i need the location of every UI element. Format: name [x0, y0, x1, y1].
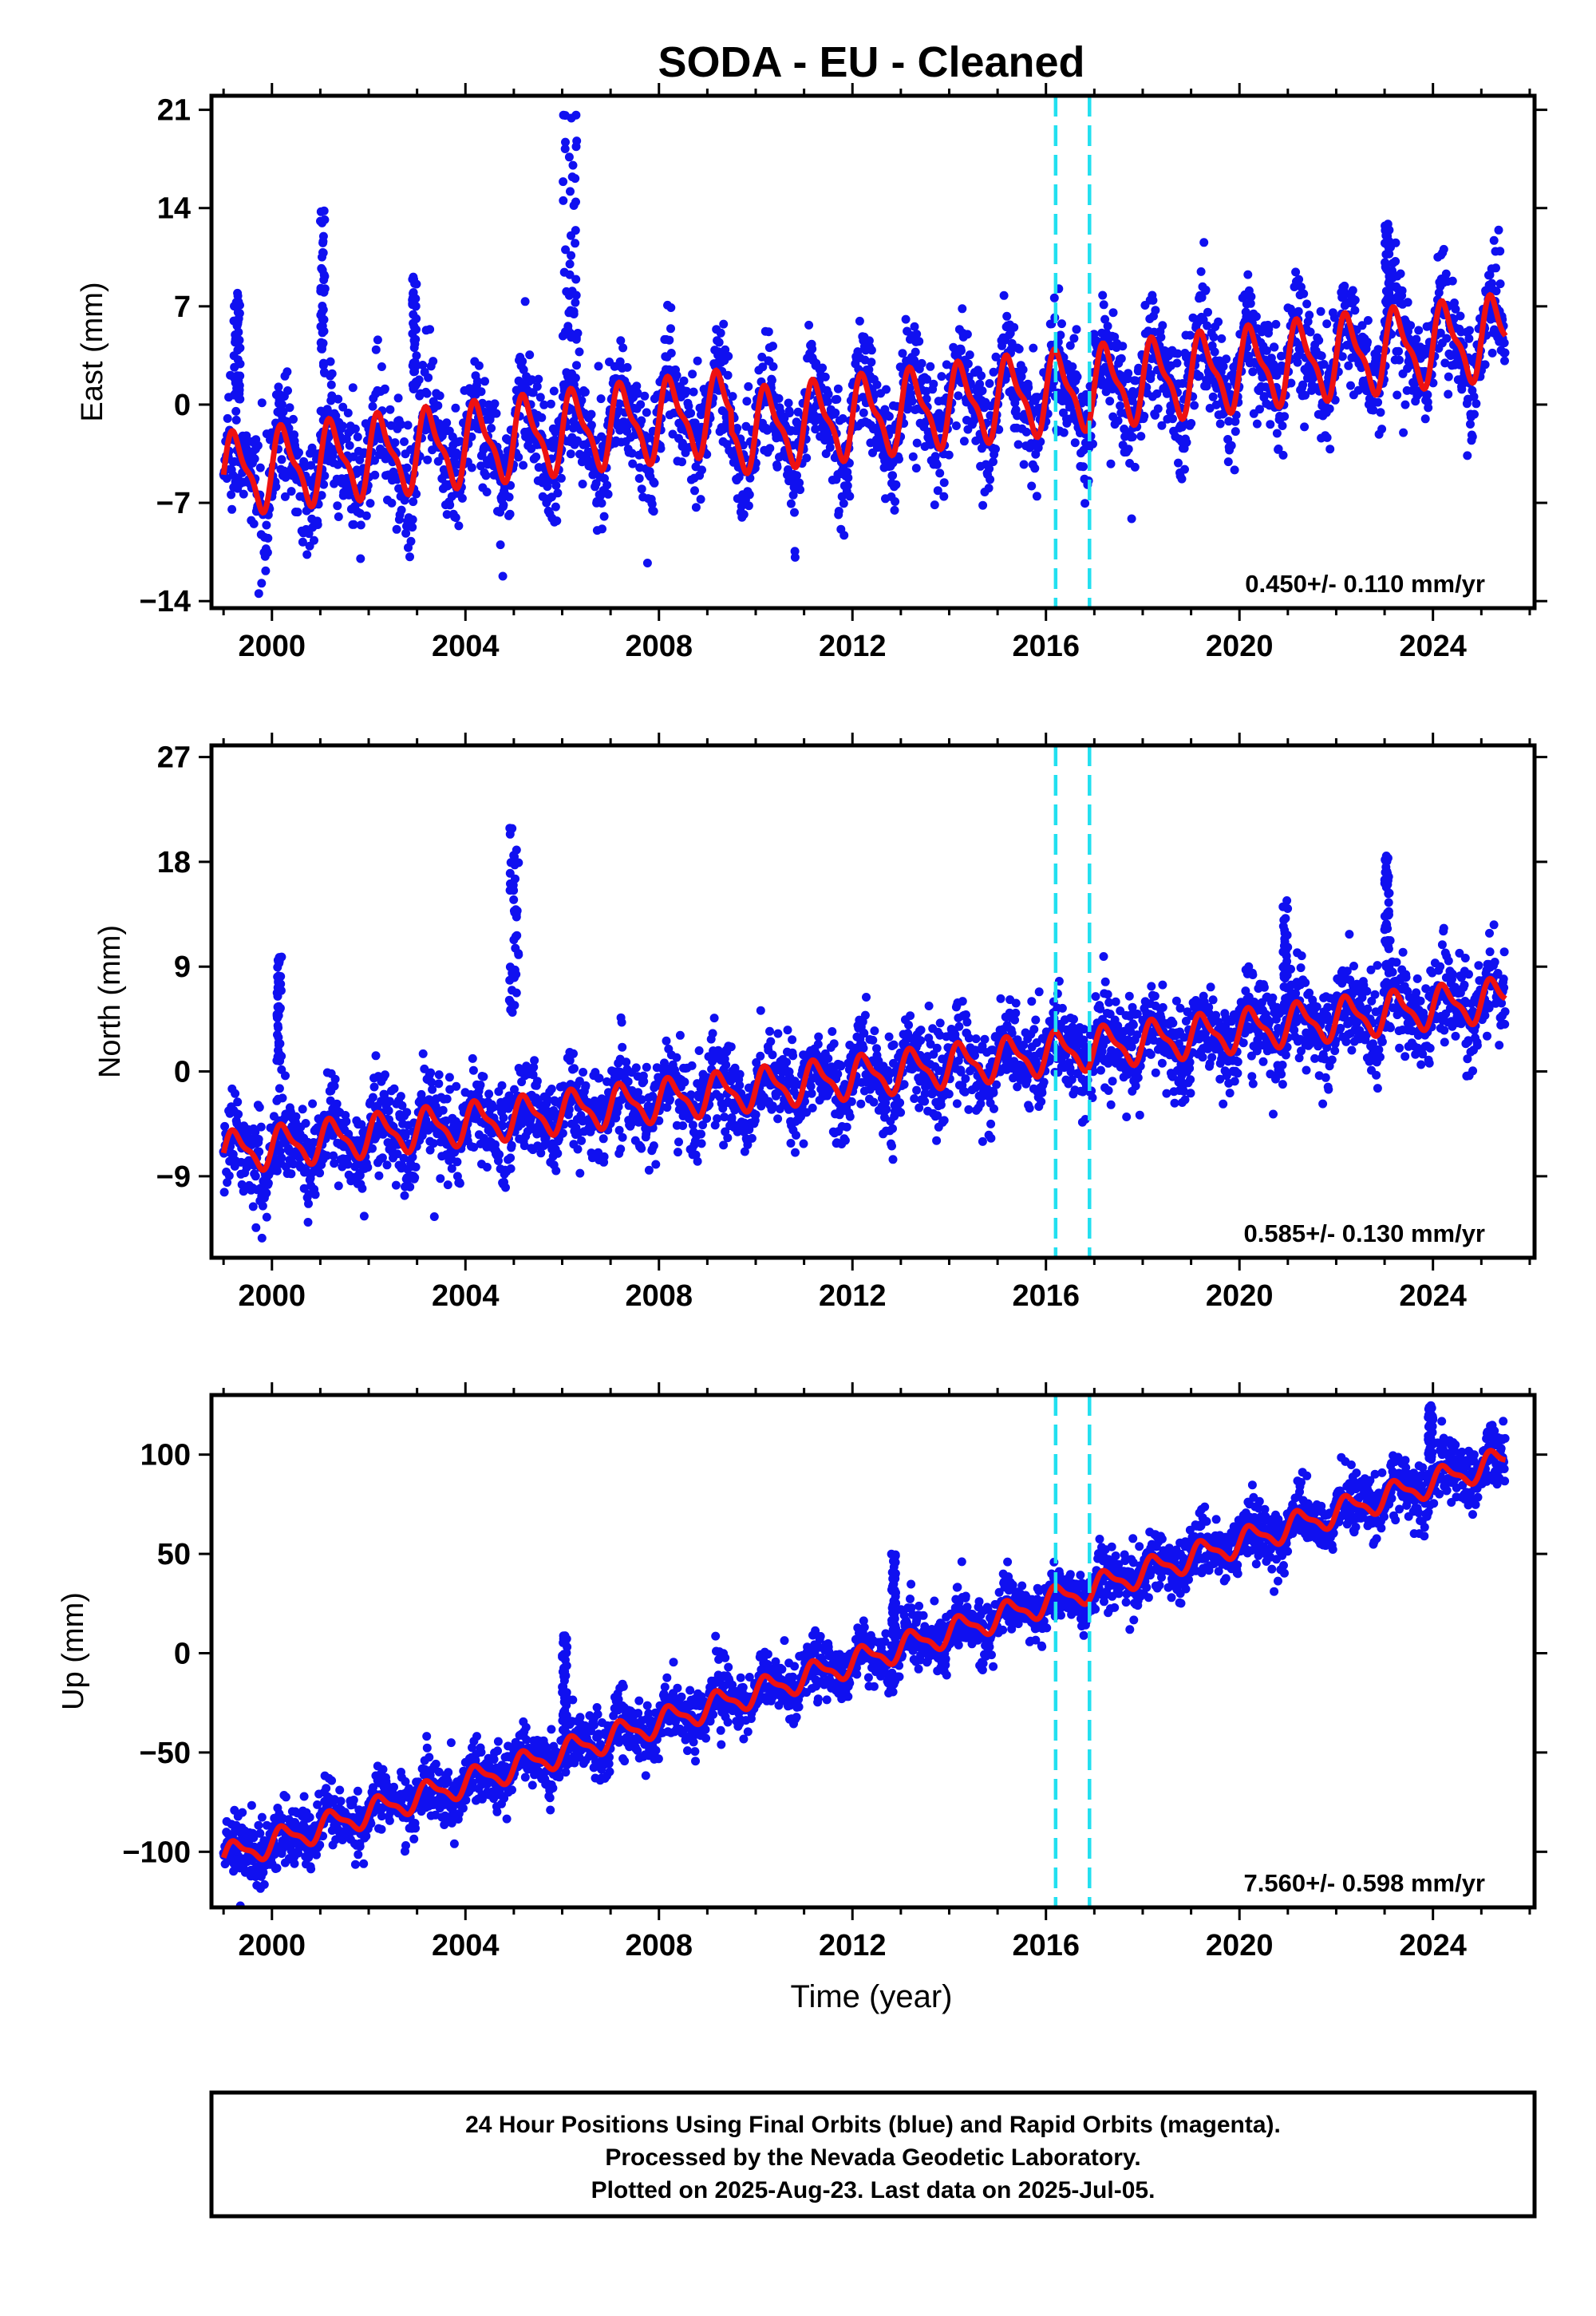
y-tick-label: 21: [157, 94, 191, 128]
y-tick-label: 0: [174, 389, 191, 422]
footer-line-2: Processed by the Nevada Geodetic Laborat…: [605, 2144, 1140, 2171]
x-tick-label: 2020: [1206, 630, 1274, 663]
x-tick-label: 2008: [625, 630, 693, 663]
x-tick-label: 2004: [432, 1929, 500, 1962]
y-tick-label: 27: [157, 741, 191, 775]
x-axis-label: Time (year): [791, 1979, 953, 2014]
x-tick-label: 2004: [432, 630, 500, 663]
x-tick-label: 2008: [625, 1929, 693, 1962]
footer-box: [209, 2090, 1537, 2219]
plot-frame-up: [209, 1393, 1537, 1910]
y-axis-label-up: Up (mm): [57, 1592, 90, 1710]
x-tick-label: 2020: [1206, 1929, 1274, 1962]
y-tick-label: 14: [157, 192, 191, 226]
y-tick-label: 100: [140, 1439, 191, 1472]
x-tick-label: 2012: [819, 1279, 887, 1313]
y-axis-label-north: North (mm): [93, 925, 127, 1078]
x-tick-label: 2024: [1399, 630, 1467, 663]
y-tick-label: 50: [157, 1538, 191, 1571]
plot-frame-north: [209, 743, 1537, 1260]
y-axis-label-east: East (mm): [76, 282, 109, 421]
x-tick-label: 2004: [432, 1279, 500, 1313]
point-cloud-north: [219, 824, 1510, 1243]
position-points-east: [219, 110, 1510, 599]
y-tick-label: −100: [122, 1836, 191, 1869]
rate-label-north: 0.585+/- 0.130 mm/yr: [1244, 1219, 1485, 1247]
x-tick-label: 2016: [1012, 1279, 1080, 1313]
x-tick-label: 2016: [1012, 1929, 1080, 1962]
rate-label-east: 0.450+/- 0.110 mm/yr: [1245, 570, 1485, 598]
x-tick-label: 2020: [1206, 1279, 1274, 1313]
y-tick-label: 7: [174, 290, 191, 324]
point-cloud-up: [219, 1401, 1510, 1907]
x-tick-label: 2024: [1399, 1279, 1467, 1313]
panel-up: 2000 2004 2008 2012 2016 2020 2024 −100 −50 0 50 10…: [57, 1382, 1547, 1962]
y-tick-label: −7: [156, 487, 191, 520]
y-tick-label: 18: [157, 846, 191, 879]
model-curve-north: [220, 975, 1507, 1173]
x-tick-label: 2012: [819, 630, 887, 663]
model-curve-up: [220, 1448, 1507, 1863]
plot-frame-east: [209, 93, 1537, 611]
x-tick-label: 2024: [1399, 1929, 1467, 1962]
x-tick-label: 2016: [1012, 630, 1080, 663]
y-tick-label: −14: [140, 585, 191, 619]
panel-north: 2000 2004 2008 2012 2016 2020 2024 −9 0 9 18 27 Nort…: [93, 733, 1547, 1313]
footer-line-3: Plotted on 2025-Aug-23. Last data on 202…: [591, 2177, 1156, 2203]
figure-title: SODA - EU - Cleaned: [658, 38, 1084, 86]
x-tick-label: 2000: [239, 1279, 306, 1313]
position-points-north: [219, 824, 1510, 1243]
y-tick-label: −50: [140, 1737, 191, 1770]
model-curve-east: [220, 291, 1508, 516]
panel-east: 2000 2004 2008 2012 2016 2020 2024 −14 −7 0 7 14 21 E…: [76, 83, 1547, 663]
position-points-up: [219, 1401, 1510, 1907]
y-tick-label: 0: [174, 1637, 191, 1670]
x-tick-label: 2012: [819, 1929, 887, 1962]
x-tick-label: 2000: [239, 630, 306, 663]
footer-line-1: 24 Hour Positions Using Final Orbits (bl…: [465, 2112, 1281, 2138]
x-tick-label: 2008: [625, 1279, 693, 1313]
x-tick-label: 2000: [239, 1929, 306, 1962]
y-tick-label: 9: [174, 951, 191, 984]
rate-label-up: 7.560+/- 0.598 mm/yr: [1244, 1869, 1485, 1897]
y-tick-label: −9: [156, 1160, 191, 1194]
y-tick-label: 0: [174, 1056, 191, 1089]
point-cloud-east: [219, 110, 1510, 599]
